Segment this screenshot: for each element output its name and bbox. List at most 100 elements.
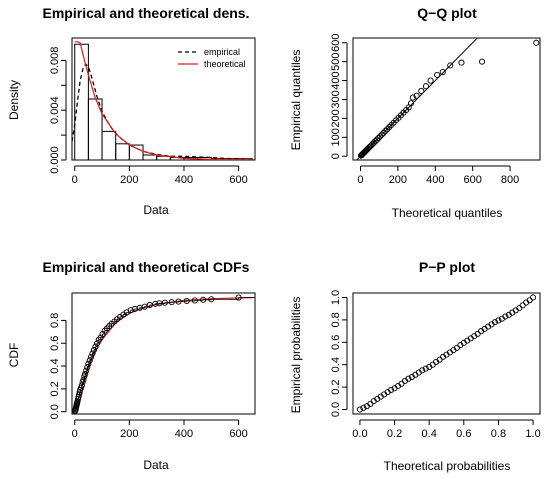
qq-point	[382, 128, 389, 135]
histogram-bar	[74, 43, 89, 160]
qq-point	[380, 129, 387, 137]
cdf-panel: Empirical and theoretical CDFs Data CDF …	[7, 259, 256, 472]
cdf-point	[175, 298, 182, 305]
pp-points	[356, 294, 537, 413]
x-tick-label: 800	[501, 174, 519, 186]
y-tick-label: 0.8	[330, 312, 342, 327]
pp-panel: P−P plot Theoretical probabilities Empir…	[289, 259, 541, 473]
density-curves	[72, 41, 253, 160]
cdf-point	[200, 296, 207, 303]
y-tick-label: 0.0	[49, 404, 61, 419]
cdf-y-label: CDF	[7, 343, 21, 368]
qq-point	[533, 39, 540, 46]
cdf-point	[84, 364, 91, 371]
pp-point	[519, 302, 526, 309]
y-tick-label: 0.4	[330, 357, 342, 372]
qq-point	[375, 135, 382, 142]
y-tick-label: 0.2	[330, 379, 342, 394]
pp-point	[388, 386, 395, 393]
x-tick-label: 200	[120, 428, 138, 440]
cdf-point	[82, 370, 89, 378]
y-tick-label: 0.008	[49, 47, 61, 75]
x-tick-label: 400	[426, 174, 444, 186]
cdf-point	[85, 360, 92, 367]
qq-point	[384, 126, 391, 133]
qq-y-label: Empirical quantiles	[289, 50, 303, 151]
histogram-bar	[142, 154, 158, 160]
x-tick-label: 0	[72, 428, 78, 440]
cdf-point	[168, 299, 175, 306]
pp-point	[405, 375, 412, 382]
x-tick-label: 1.0	[525, 428, 540, 440]
cdf-point	[80, 376, 87, 383]
cdf-point	[146, 301, 153, 309]
qq-reference-line	[356, 38, 479, 160]
pp-point	[491, 319, 499, 326]
qq-panel: Q−Q plot Theoretical quantiles Empirical…	[289, 5, 541, 220]
legend-empirical-label: empirical	[204, 47, 240, 57]
density-y-label: Density	[7, 80, 21, 120]
x-tick-label: 200	[120, 174, 138, 186]
theoretical-density-line	[74, 41, 253, 160]
qq-title: Q−Q plot	[417, 5, 477, 21]
y-tick-label: 0	[330, 153, 342, 159]
cdf-point	[208, 296, 215, 303]
cdf-point	[183, 297, 190, 305]
cdf-point	[92, 343, 99, 350]
cdf-point	[191, 297, 198, 304]
y-tick-label: 0.8	[49, 313, 61, 328]
cdf-point	[90, 347, 97, 354]
x-tick-label: 200	[389, 174, 407, 186]
x-tick-label: 0.6	[456, 428, 471, 440]
x-tick-label: 0.4	[422, 428, 437, 440]
cdf-point	[86, 357, 93, 364]
x-tick-label: 0.2	[387, 428, 402, 440]
x-tick-label: 0	[357, 174, 363, 186]
histogram-bar	[128, 144, 144, 160]
qq-point	[439, 68, 446, 76]
cdf-point	[152, 300, 159, 307]
pp-y-label: Empirical probabilities	[289, 297, 303, 414]
y-tick-label: 200	[330, 109, 342, 127]
qq-points	[356, 38, 540, 160]
cdf-point	[83, 367, 90, 374]
y-tick-label: 0.6	[330, 335, 342, 350]
histogram-bar	[101, 130, 117, 160]
x-tick-label: 600	[464, 174, 482, 186]
pp-point	[495, 317, 502, 324]
qq-point	[407, 100, 415, 107]
pp-point	[419, 367, 426, 374]
qq-point	[478, 58, 486, 65]
cdf-point	[78, 382, 85, 389]
y-tick-label: 0.4	[49, 358, 61, 373]
x-tick-label: 400	[175, 174, 193, 186]
plot-frame	[71, 292, 256, 415]
cdf-marks	[72, 294, 255, 414]
y-tick-label: 0.0	[330, 402, 342, 417]
qq-x-label: Theoretical quantiles	[392, 206, 503, 220]
x-tick-label: 0.8	[491, 428, 506, 440]
qq-point	[447, 62, 454, 69]
pp-point	[356, 406, 363, 413]
pp-title: P−P plot	[419, 259, 475, 275]
density-x-label: Data	[143, 203, 169, 217]
x-tick-label: 0	[72, 174, 78, 186]
cdf-point	[89, 350, 96, 357]
qq-point	[386, 124, 393, 131]
pp-point	[502, 313, 509, 320]
qq-point	[373, 136, 380, 143]
theoretical-cdf-line	[74, 297, 253, 412]
cdf-x-label: Data	[143, 458, 169, 472]
y-tick-label: 0.000	[49, 146, 61, 174]
x-tick-label: 400	[175, 428, 193, 440]
cdf-point	[94, 340, 101, 347]
empirical-cdf-step	[72, 297, 255, 413]
cdf-title: Empirical and theoretical CDFs	[43, 259, 250, 275]
y-tick-label: 0.004	[49, 96, 61, 124]
plot-frame	[352, 37, 541, 161]
qq-point	[422, 83, 429, 90]
histogram-bar	[115, 143, 130, 160]
empirical-density-line	[72, 63, 253, 160]
y-tick-label: 100	[330, 128, 342, 146]
